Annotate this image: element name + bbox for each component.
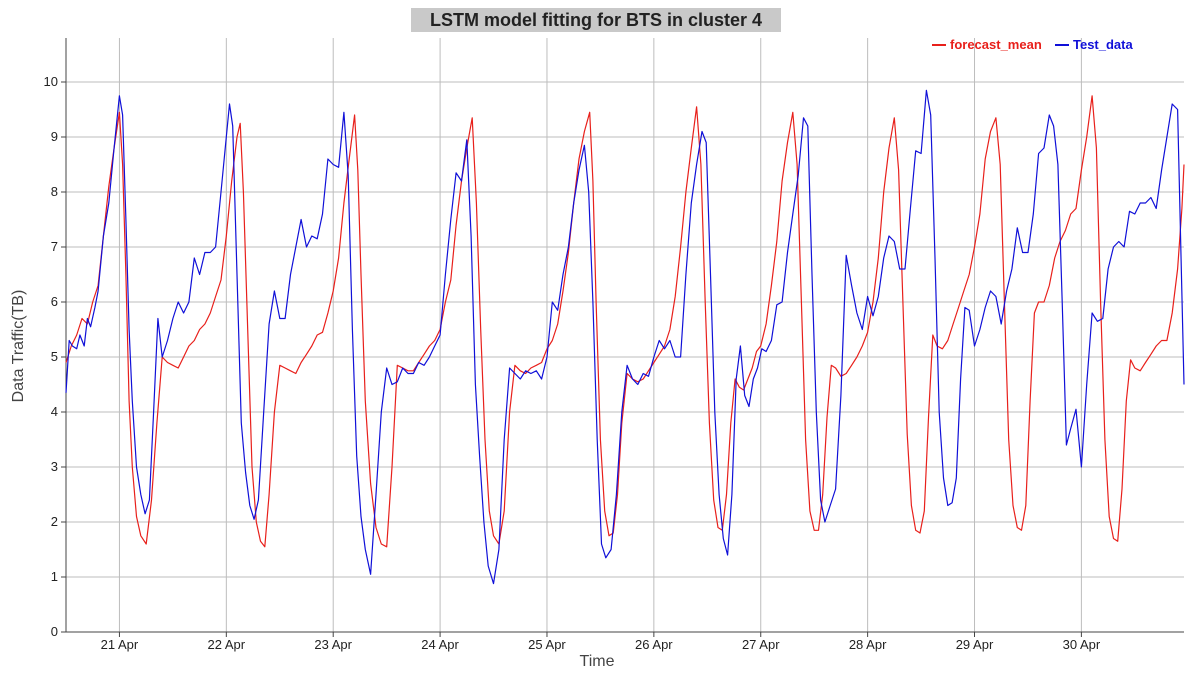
chart-title-background	[411, 8, 781, 32]
tick-labels: 0 1 2 3 4 5 6 7 8 9 10 21 Apr 22 Apr 23 Apr 24 Apr 25 A…	[44, 74, 1101, 652]
y-tick-label: 10	[44, 74, 58, 89]
axes	[61, 38, 1184, 637]
y-tick-label: 7	[51, 239, 58, 254]
x-axis-title: Time	[580, 653, 615, 670]
x-tick-label: 23 Apr	[314, 637, 352, 652]
legend-label-forecast-mean: forecast_mean	[950, 37, 1042, 52]
y-tick-label: 8	[51, 184, 58, 199]
y-tick-label: 3	[51, 459, 58, 474]
x-tick-label: 27 Apr	[742, 637, 780, 652]
y-tick-label: 1	[51, 569, 58, 584]
x-tick-label: 25 Apr	[528, 637, 566, 652]
x-tick-label: 30 Apr	[1063, 637, 1101, 652]
series-forecast-mean-line	[65, 95, 1185, 548]
x-tick-label: 22 Apr	[208, 637, 246, 652]
x-tick-label: 24 Apr	[421, 637, 459, 652]
x-tick-label: 28 Apr	[849, 637, 887, 652]
y-tick-label: 5	[51, 349, 58, 364]
legend: forecast_mean Test_data	[932, 37, 1133, 52]
y-tick-label: 2	[51, 514, 58, 529]
x-tick-label: 29 Apr	[956, 637, 994, 652]
legend-label-test-data: Test_data	[1073, 37, 1133, 52]
series-test-data-line	[65, 89, 1185, 585]
series-layer	[65, 89, 1185, 585]
x-tick-label: 21 Apr	[101, 637, 139, 652]
y-tick-label: 6	[51, 294, 58, 309]
y-tick-label: 9	[51, 129, 58, 144]
y-tick-label: 4	[51, 404, 58, 419]
y-tick-label: 0	[51, 624, 58, 639]
x-tick-label: 26 Apr	[635, 637, 673, 652]
grid	[66, 38, 1184, 632]
y-axis-title: Data Traffic(TB)	[10, 290, 27, 403]
chart-title: LSTM model fitting for BTS in cluster 4	[430, 10, 762, 30]
